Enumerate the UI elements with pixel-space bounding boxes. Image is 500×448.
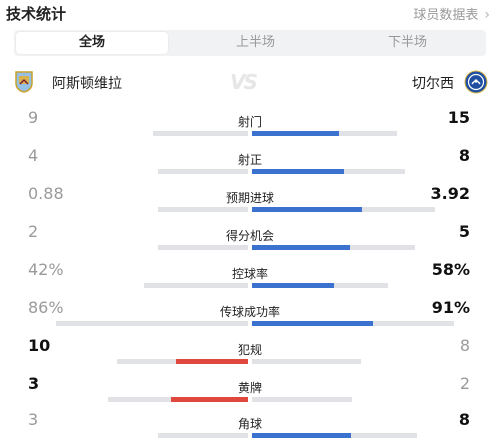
stat-row-shots-on-target: 4 射正 8: [0, 146, 500, 184]
away-value: 5: [458, 222, 470, 241]
home-bar-track: [56, 321, 248, 326]
away-bar-fill: [252, 169, 344, 174]
away-bar-track: [252, 245, 415, 250]
stat-label: 传球成功率: [219, 305, 280, 319]
away-value: 91%: [431, 298, 470, 317]
away-team-name: 切尔西: [412, 76, 454, 92]
away-value: 2: [459, 374, 470, 393]
stat-label: 射正: [237, 153, 262, 167]
stat-label: 角球: [237, 417, 262, 431]
away-value: 15: [447, 108, 470, 127]
home-bar-track: [108, 397, 248, 402]
home-value: 4: [28, 146, 39, 165]
away-bar-fill: [252, 207, 362, 212]
stat-label: 黄牌: [237, 381, 262, 395]
player-stats-link-label: 球员数据表: [413, 8, 479, 23]
away-bar-track: [252, 359, 361, 364]
stat-label: 犯规: [237, 343, 262, 357]
home-value: 2: [28, 222, 39, 241]
stat-row-pass-accuracy: 86% 传球成功率 91%: [0, 298, 500, 336]
away-bar-track: [252, 207, 435, 212]
stat-row-possession: 42% 控球率 58%: [0, 260, 500, 298]
home-bar-track: [158, 245, 248, 250]
home-value: 86%: [28, 298, 64, 317]
stat-row-corners: 3 角球 8: [0, 410, 500, 448]
home-bar-track: [153, 131, 248, 136]
home-bar-fill: [171, 397, 248, 402]
stat-label: 射门: [237, 115, 262, 129]
home-bar-fill: [176, 359, 248, 364]
teams-row: 阿斯顿维拉 VS 切尔西: [0, 64, 500, 98]
section-title: 技术统计: [6, 5, 67, 23]
period-tabs: 全场 上半场 下半场: [14, 30, 486, 56]
home-team-name: 阿斯顿维拉: [52, 76, 122, 92]
home-bar-track: [117, 359, 248, 364]
away-bar-track: [252, 321, 454, 326]
tab-first-half[interactable]: 上半场: [235, 35, 275, 50]
player-stats-link[interactable]: 球员数据表 ›: [413, 4, 490, 23]
chevron-right-icon: ›: [484, 7, 490, 23]
home-value: 0.88: [28, 184, 64, 203]
home-value: 3: [28, 410, 39, 429]
away-value: 8: [458, 410, 470, 429]
away-value: 8: [458, 146, 470, 165]
away-value: 8: [459, 336, 470, 355]
away-bar-fill: [252, 433, 351, 438]
home-bar-track: [158, 207, 248, 212]
home-bar-track: [158, 433, 248, 438]
stat-row-fouls: 10 犯规 8: [0, 336, 500, 374]
stat-label: 得分机会: [225, 229, 274, 243]
home-value: 42%: [28, 260, 64, 279]
vs-mark: VS: [230, 70, 258, 94]
away-bar-track: [252, 433, 417, 438]
stat-label: 预期进球: [225, 191, 274, 205]
away-value: 3.92: [430, 184, 470, 203]
chelsea-crest-icon: [464, 70, 488, 94]
home-bar-track: [158, 169, 248, 174]
away-bar-fill: [252, 245, 350, 250]
home-value: 10: [28, 336, 51, 355]
stat-row-expected-goals: 0.88 预期进球 3.92: [0, 184, 500, 222]
tab-full-match[interactable]: 全场: [16, 32, 168, 54]
stat-label: 控球率: [231, 267, 268, 281]
stats-header: 技术统计 球员数据表 ›: [0, 0, 500, 26]
away-bar-track: [252, 397, 352, 402]
tab-second-half[interactable]: 下半场: [387, 35, 427, 50]
stat-row-big-chances: 2 得分机会 5: [0, 222, 500, 260]
aston-villa-crest-icon: [15, 71, 33, 93]
away-bar-track: [252, 169, 405, 174]
away-bar-track: [252, 283, 388, 288]
away-bar-fill: [252, 283, 334, 288]
home-bar-track: [144, 283, 248, 288]
stat-row-shots: 9 射门 15: [0, 108, 500, 146]
stat-row-yellow-cards: 3 黄牌 2: [0, 374, 500, 412]
home-value: 9: [28, 108, 39, 127]
away-value: 58%: [431, 260, 470, 279]
home-value: 3: [28, 374, 40, 393]
away-bar-fill: [252, 321, 373, 326]
away-bar-fill: [252, 131, 339, 136]
away-bar-track: [252, 131, 397, 136]
